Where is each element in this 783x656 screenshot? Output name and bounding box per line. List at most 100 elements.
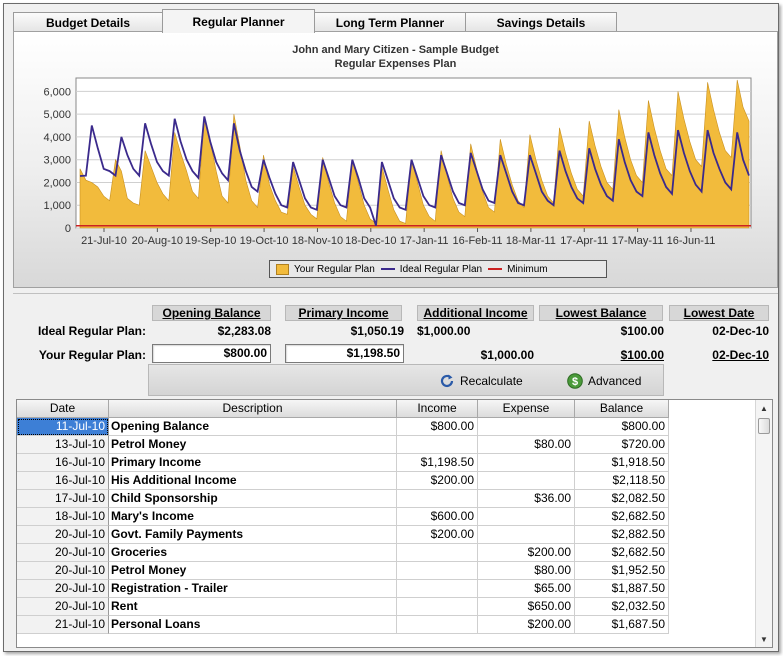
row-income[interactable] [397, 616, 478, 634]
row-balance[interactable]: $800.00 [575, 418, 669, 436]
primary-income-input[interactable]: $1,198.50 [285, 344, 404, 363]
row-income[interactable] [397, 580, 478, 598]
scroll-thumb[interactable] [758, 418, 770, 434]
table-row[interactable]: 20-Jul-10 Rent $650.00 $2,032.50 [17, 598, 669, 616]
row-description[interactable]: Rent [109, 598, 397, 616]
header-lowest-balance[interactable]: Lowest Balance [539, 305, 663, 321]
row-description[interactable]: Child Sponsorship [109, 490, 397, 508]
row-balance[interactable]: $2,118.50 [575, 472, 669, 490]
table-row[interactable]: 20-Jul-10 Petrol Money $80.00 $1,952.50 [17, 562, 669, 580]
row-expense[interactable]: $200.00 [478, 544, 575, 562]
row-date[interactable]: 20-Jul-10 [17, 598, 109, 616]
row-balance[interactable]: $2,682.50 [575, 544, 669, 562]
row-income[interactable] [397, 544, 478, 562]
row-date[interactable]: 20-Jul-10 [17, 562, 109, 580]
column-header-date[interactable]: Date [17, 400, 109, 418]
column-header-description[interactable]: Description [109, 400, 397, 418]
recalculate-button[interactable]: Recalculate [439, 371, 523, 391]
row-balance[interactable]: $1,918.50 [575, 454, 669, 472]
row-balance[interactable]: $2,682.50 [575, 508, 669, 526]
column-header-balance[interactable]: Balance [575, 400, 669, 418]
table-row[interactable]: 20-Jul-10 Registration - Trailer $65.00 $1,… [17, 580, 669, 598]
row-income[interactable] [397, 598, 478, 616]
row-description[interactable]: Petrol Money [109, 562, 397, 580]
row-balance[interactable]: $2,032.50 [575, 598, 669, 616]
row-description[interactable]: Personal Loans [109, 616, 397, 634]
row-expense[interactable]: $65.00 [478, 580, 575, 598]
row-expense[interactable] [478, 508, 575, 526]
scroll-down-icon[interactable]: ▼ [760, 634, 768, 644]
row-description[interactable]: Registration - Trailer [109, 580, 397, 598]
row-date[interactable]: 16-Jul-10 [17, 454, 109, 472]
table-row[interactable]: 13-Jul-10 Petrol Money $80.00 $720.00 [17, 436, 669, 454]
scroll-up-icon[interactable]: ▲ [760, 403, 768, 413]
table-row[interactable]: 20-Jul-10 Govt. Family Payments $200.00 $2,… [17, 526, 669, 544]
tab-long-term-planner[interactable]: Long Term Planner [314, 12, 466, 32]
row-date[interactable]: 21-Jul-10 [17, 616, 109, 634]
row-description[interactable]: His Additional Income [109, 472, 397, 490]
row-expense[interactable]: $80.00 [478, 562, 575, 580]
header-primary-income[interactable]: Primary Income [285, 305, 402, 321]
table-row[interactable]: 20-Jul-10 Groceries $200.00 $2,682.50 [17, 544, 669, 562]
advanced-button[interactable]: $ Advanced [567, 371, 641, 391]
series-your-regular-plan [79, 79, 750, 229]
table-row[interactable]: 21-Jul-10 Personal Loans $200.00 $1,687.50 [17, 616, 669, 634]
row-description[interactable]: Opening Balance [109, 418, 397, 436]
row-expense[interactable] [478, 454, 575, 472]
table-row[interactable]: 16-Jul-10 Primary Income $1,198.50 $1,918.5… [17, 454, 669, 472]
vertical-scrollbar[interactable]: ▲ ▼ [755, 400, 772, 647]
row-balance[interactable]: $720.00 [575, 436, 669, 454]
row-balance[interactable]: $2,082.50 [575, 490, 669, 508]
chart-legend: Your Regular Plan Ideal Regular Plan Min… [269, 260, 607, 278]
row-balance[interactable]: $1,952.50 [575, 562, 669, 580]
row-date[interactable]: 18-Jul-10 [17, 508, 109, 526]
row-income[interactable] [397, 436, 478, 454]
table-row[interactable]: 17-Jul-10 Child Sponsorship $36.00 $2,082.5… [17, 490, 669, 508]
row-date[interactable]: 17-Jul-10 [17, 490, 109, 508]
table-row[interactable]: 16-Jul-10 His Additional Income $200.00 $2,… [17, 472, 669, 490]
row-expense[interactable]: $200.00 [478, 616, 575, 634]
row-income[interactable]: $200.00 [397, 472, 478, 490]
row-expense[interactable]: $80.00 [478, 436, 575, 454]
row-date[interactable]: 20-Jul-10 [17, 526, 109, 544]
row-expense[interactable] [478, 526, 575, 544]
row-description[interactable]: Petrol Money [109, 436, 397, 454]
header-additional-income[interactable]: Additional Income [417, 305, 534, 321]
table-row[interactable]: 11-Jul-10 Opening Balance $800.00 $800.00 [17, 418, 669, 436]
tab-savings-details[interactable]: Savings Details [465, 12, 617, 32]
row-income[interactable]: $800.00 [397, 418, 478, 436]
row-date[interactable]: 20-Jul-10 [17, 544, 109, 562]
row-description[interactable]: Primary Income [109, 454, 397, 472]
row-income[interactable]: $200.00 [397, 526, 478, 544]
row-description[interactable]: Groceries [109, 544, 397, 562]
row-date[interactable]: 20-Jul-10 [17, 580, 109, 598]
row-date[interactable]: 11-Jul-10 [17, 418, 109, 436]
row-date[interactable]: 13-Jul-10 [17, 436, 109, 454]
row-date[interactable]: 16-Jul-10 [17, 472, 109, 490]
your-lowest-balance-link[interactable]: $100.00 [620, 348, 664, 362]
row-income[interactable]: $600.00 [397, 508, 478, 526]
transactions-grid[interactable]: Date Description Income Expense Balance … [16, 399, 773, 648]
tab-regular-planner[interactable]: Regular Planner [162, 9, 315, 33]
column-header-expense[interactable]: Expense [478, 400, 575, 418]
row-balance[interactable]: $2,882.50 [575, 526, 669, 544]
legend-label: Your Regular Plan [294, 263, 375, 275]
row-expense[interactable]: $650.00 [478, 598, 575, 616]
column-header-income[interactable]: Income [397, 400, 478, 418]
row-balance[interactable]: $1,687.50 [575, 616, 669, 634]
tab-budget-details[interactable]: Budget Details [13, 12, 163, 32]
table-row[interactable]: 18-Jul-10 Mary's Income $600.00 $2,682.50 [17, 508, 669, 526]
row-income[interactable] [397, 562, 478, 580]
row-balance[interactable]: $1,887.50 [575, 580, 669, 598]
row-description[interactable]: Govt. Family Payments [109, 526, 397, 544]
header-lowest-date[interactable]: Lowest Date [669, 305, 769, 321]
row-expense[interactable] [478, 418, 575, 436]
header-opening-balance[interactable]: Opening Balance [152, 305, 271, 321]
your-lowest-date-link[interactable]: 02-Dec-10 [712, 348, 769, 362]
row-income[interactable] [397, 490, 478, 508]
row-expense[interactable] [478, 472, 575, 490]
opening-balance-input[interactable]: $800.00 [152, 344, 271, 363]
row-expense[interactable]: $36.00 [478, 490, 575, 508]
row-description[interactable]: Mary's Income [109, 508, 397, 526]
row-income[interactable]: $1,198.50 [397, 454, 478, 472]
